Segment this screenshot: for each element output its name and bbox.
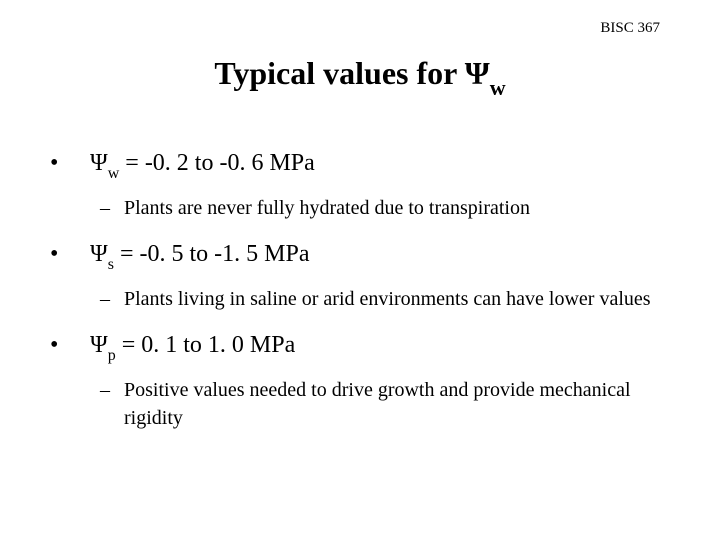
sub-marker: – xyxy=(100,285,124,313)
title-subscript: w xyxy=(490,75,506,100)
sub-item: – Positive values needed to drive growth… xyxy=(100,376,680,432)
sub-marker: – xyxy=(100,376,124,432)
psi-subscript: w xyxy=(108,165,120,182)
psi-symbol: Ψ xyxy=(90,150,108,176)
sub-text: Plants living in saline or arid environm… xyxy=(124,285,651,313)
page-title: Typical values for Ψw xyxy=(40,55,680,97)
list-item: • Ψw = -0. 2 to -0. 6 MPa xyxy=(50,147,680,188)
sub-item: – Plants living in saline or arid enviro… xyxy=(100,285,680,313)
title-prefix: Typical values for xyxy=(214,55,464,91)
value-text: = -0. 5 to -1. 5 MPa xyxy=(114,241,310,267)
bullet-list: • Ψw = -0. 2 to -0. 6 MPa – Plants are n… xyxy=(50,147,680,431)
bullet-marker: • xyxy=(50,238,90,279)
sub-text: Plants are never fully hydrated due to t… xyxy=(124,194,530,222)
bullet-text: Ψw = -0. 2 to -0. 6 MPa xyxy=(90,147,315,188)
course-code: BISC 367 xyxy=(600,20,660,37)
bullet-text: Ψp = 0. 1 to 1. 0 MPa xyxy=(90,329,295,370)
value-text: = -0. 2 to -0. 6 MPa xyxy=(119,150,315,176)
value-text: = 0. 1 to 1. 0 MPa xyxy=(116,332,296,358)
sub-text: Positive values needed to drive growth a… xyxy=(124,376,660,432)
psi-subscript: p xyxy=(108,347,116,364)
bullet-marker: • xyxy=(50,329,90,370)
list-item: • Ψp = 0. 1 to 1. 0 MPa xyxy=(50,329,680,370)
psi-subscript: s xyxy=(108,256,114,273)
sub-item: – Plants are never fully hydrated due to… xyxy=(100,194,680,222)
list-item: • Ψs = -0. 5 to -1. 5 MPa xyxy=(50,238,680,279)
bullet-marker: • xyxy=(50,147,90,188)
title-symbol: Ψ xyxy=(465,55,490,91)
sub-marker: – xyxy=(100,194,124,222)
psi-symbol: Ψ xyxy=(90,332,108,358)
psi-symbol: Ψ xyxy=(90,241,108,267)
bullet-text: Ψs = -0. 5 to -1. 5 MPa xyxy=(90,238,309,279)
